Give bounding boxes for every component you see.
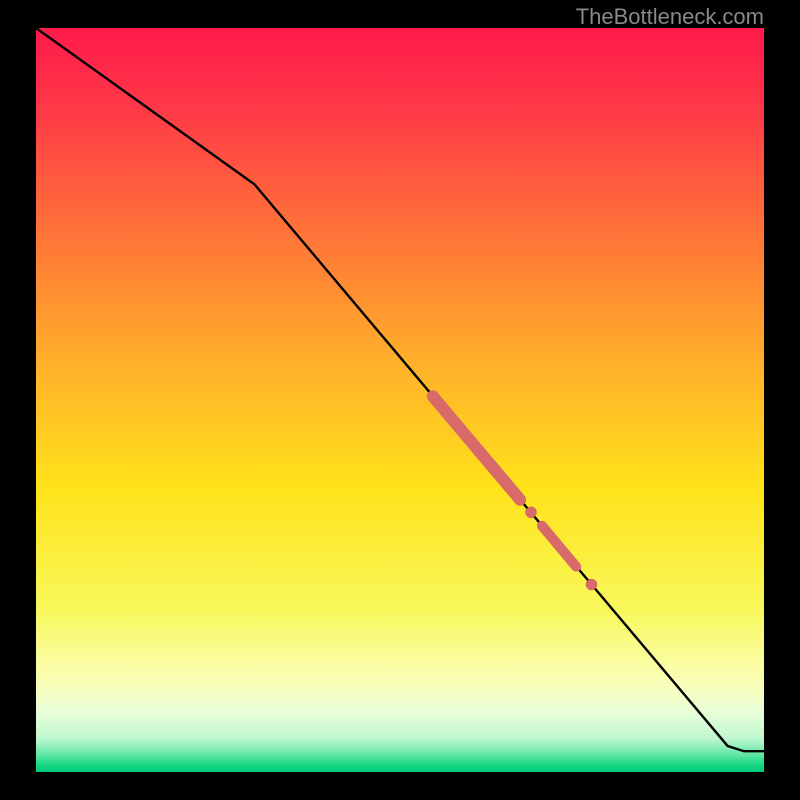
plot-svg [36, 28, 764, 772]
marker-dot [586, 579, 597, 590]
watermark-text: TheBottleneck.com [576, 4, 764, 30]
chart-frame: TheBottleneck.com [0, 0, 800, 800]
marker-dot [526, 507, 537, 518]
plot-area [36, 28, 764, 772]
